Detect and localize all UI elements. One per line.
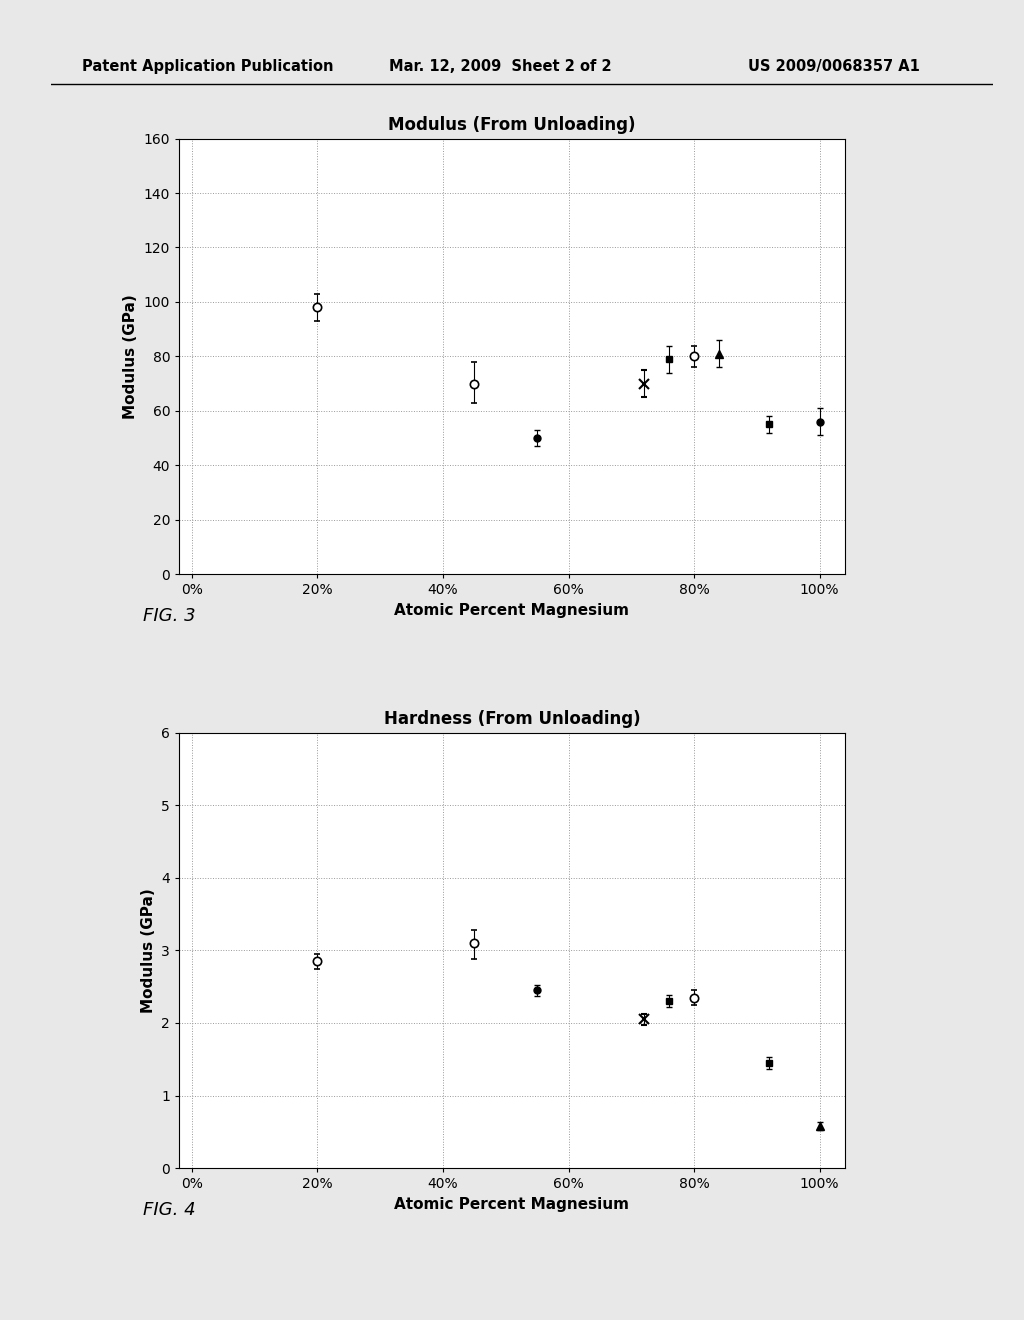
Text: FIG. 3: FIG. 3 — [143, 607, 196, 626]
Text: US 2009/0068357 A1: US 2009/0068357 A1 — [748, 59, 920, 74]
Title: Modulus (From Unloading): Modulus (From Unloading) — [388, 116, 636, 135]
X-axis label: Atomic Percent Magnesium: Atomic Percent Magnesium — [394, 603, 630, 618]
Text: FIG. 4: FIG. 4 — [143, 1201, 196, 1220]
X-axis label: Atomic Percent Magnesium: Atomic Percent Magnesium — [394, 1197, 630, 1212]
Text: Patent Application Publication: Patent Application Publication — [82, 59, 334, 74]
Y-axis label: Modulus (GPa): Modulus (GPa) — [123, 294, 138, 418]
Title: Hardness (From Unloading): Hardness (From Unloading) — [384, 710, 640, 729]
Y-axis label: Modulus (GPa): Modulus (GPa) — [140, 888, 156, 1012]
Text: Mar. 12, 2009  Sheet 2 of 2: Mar. 12, 2009 Sheet 2 of 2 — [389, 59, 611, 74]
